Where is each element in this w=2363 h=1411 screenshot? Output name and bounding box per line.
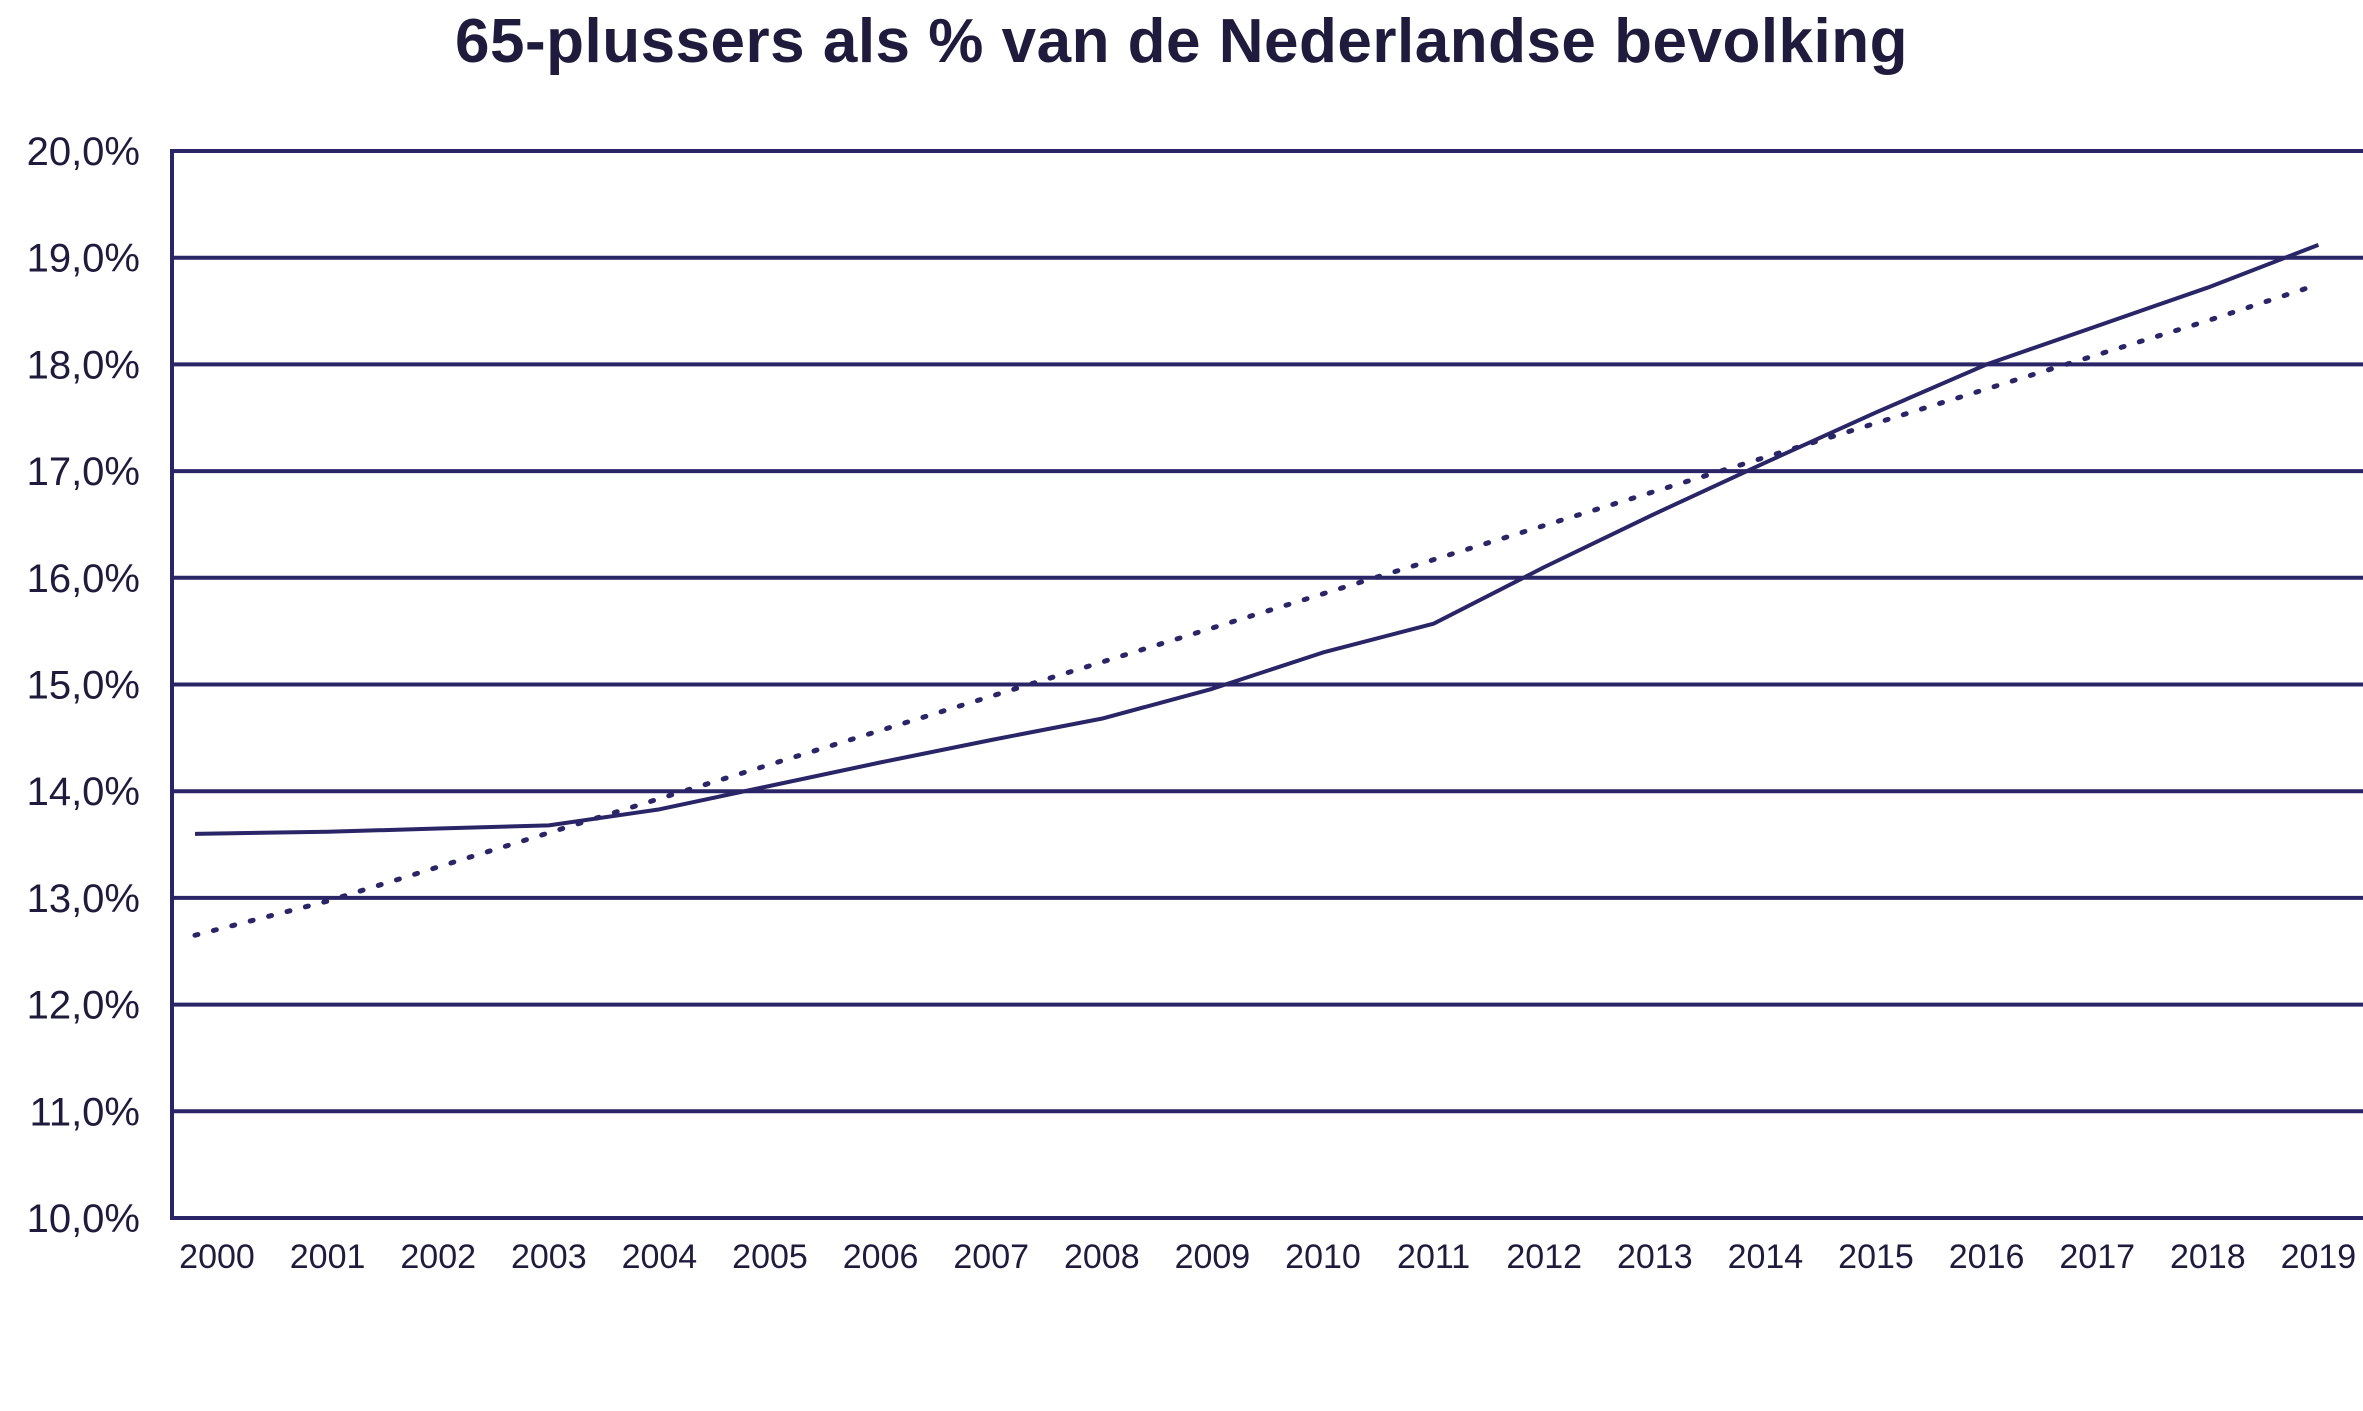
y-tick-label: 15,0% (27, 664, 140, 708)
x-tick-label: 2016 (1949, 1238, 2025, 1276)
y-tick-label: 10,0% (27, 1197, 140, 1241)
y-tick-label: 18,0% (27, 343, 140, 387)
trendline-dotted (192, 281, 2321, 938)
x-tick-label: 2003 (511, 1238, 587, 1276)
x-tick-label: 2013 (1617, 1238, 1693, 1276)
x-tick-label: 2002 (400, 1238, 476, 1276)
series-group (192, 243, 2321, 938)
y-tick-label: 11,0% (30, 1090, 140, 1134)
y-tick-label: 16,0% (27, 557, 140, 601)
y-tick-label: 19,0% (27, 237, 140, 281)
x-tick-label: 2015 (1838, 1238, 1914, 1276)
x-tick-label: 2017 (2059, 1238, 2135, 1276)
gridlines (172, 149, 2363, 1114)
x-tick-label: 2019 (2281, 1238, 2357, 1276)
x-tick-label: 2008 (1064, 1238, 1140, 1276)
series-line (194, 243, 2320, 836)
y-axis-ticks: 10,0% 11,0% 12,0% 13,0% 14,0% 15,0% 16,0% 17,0%… (27, 130, 140, 1241)
x-tick-label: 2007 (953, 1238, 1029, 1276)
x-axis-ticks: 2000 2001 2002 2003 2004 2005 2006 2007 2008 2009… (179, 1238, 2356, 1276)
x-tick-label: 2011 (1397, 1238, 1470, 1276)
x-tick-label: 2009 (1175, 1238, 1251, 1276)
y-tick-label: 13,0% (27, 877, 140, 921)
chart-title: 65-plussers als % van de Nederlandse bev… (454, 7, 1909, 76)
y-tick-label: 17,0% (27, 450, 140, 494)
x-tick-label: 2006 (843, 1238, 919, 1276)
x-tick-label: 2012 (1506, 1238, 1582, 1276)
x-tick-label: 2004 (622, 1238, 698, 1276)
x-tick-label: 2010 (1285, 1238, 1361, 1276)
x-tick-label: 2014 (1728, 1238, 1804, 1276)
y-tick-label: 14,0% (27, 770, 140, 814)
x-tick-label: 2001 (290, 1238, 366, 1276)
y-tick-label: 12,0% (27, 984, 140, 1028)
x-tick-label: 2000 (179, 1238, 255, 1276)
x-tick-label: 2005 (732, 1238, 808, 1276)
x-tick-label: 2018 (2170, 1238, 2246, 1276)
y-tick-label: 20,0% (27, 130, 140, 174)
axes (170, 149, 2363, 1220)
